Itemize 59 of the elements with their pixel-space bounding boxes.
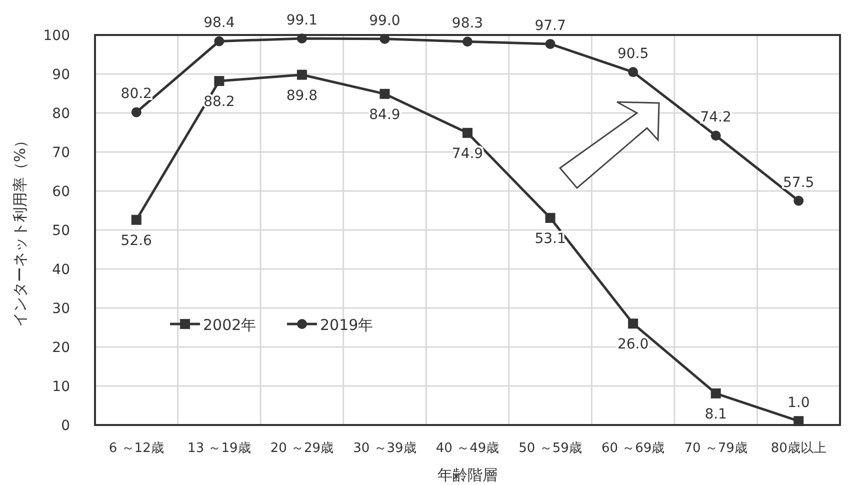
point: [296, 34, 307, 44]
data-label: 89.8: [286, 88, 318, 104]
y-tick-label: 80: [52, 106, 70, 122]
y-axis-title: インターネット利用率（%）: [11, 132, 29, 328]
data-label: 84.9: [369, 106, 400, 123]
point: [462, 128, 472, 138]
y-tick-label: 30: [52, 301, 70, 317]
data-label: 53.1: [534, 230, 566, 247]
data-label: 90.5: [617, 46, 649, 62]
point: [214, 76, 224, 86]
point: [710, 130, 721, 141]
point: [380, 34, 390, 44]
y-tick-label: 20: [52, 340, 70, 356]
x-tick-label: 60 ～69歳: [601, 441, 665, 456]
y-tick-label: 0: [61, 418, 70, 434]
x-tick-label: 20 ～29歳: [270, 441, 334, 456]
data-label: 97.7: [534, 18, 566, 34]
x-tick-label: 40 ～49歳: [436, 441, 500, 456]
point: [710, 388, 721, 398]
data-label: 57.5: [783, 174, 814, 191]
x-tick-label: 70 ～79歳: [684, 441, 748, 456]
point: [794, 416, 804, 426]
point: [131, 214, 142, 225]
data-label: 98.4: [204, 15, 235, 32]
data-label: 52.6: [120, 232, 152, 249]
point: [214, 36, 224, 46]
data-label: 74.9: [452, 146, 484, 162]
y-tick-label: 100: [43, 28, 70, 44]
x-tick-label: 80歳以上: [770, 441, 826, 456]
point: [545, 212, 556, 223]
y-tick-label: 90: [52, 67, 70, 83]
point: [131, 107, 142, 118]
point: [462, 36, 472, 47]
data-label: 8.1: [704, 406, 727, 422]
point: [628, 67, 638, 78]
data-label: 99.1: [286, 12, 318, 29]
point: [380, 88, 390, 99]
x-tick-label: 50 ～59歳: [518, 441, 582, 456]
point: [296, 70, 307, 80]
data-label: 74.2: [700, 110, 732, 126]
point: [794, 196, 804, 206]
point: [628, 318, 638, 329]
x-tick-label: 30 ～39歳: [353, 441, 416, 456]
x-tick-label: 6 ～12歳: [108, 441, 164, 456]
x-axis-title: 年齢階層: [438, 466, 498, 484]
data-label: 1.0: [787, 395, 810, 412]
point: [545, 38, 556, 49]
y-tick-label: 40: [52, 262, 70, 278]
y-tick-label: 10: [52, 379, 70, 395]
y-tick-label: 70: [52, 145, 70, 161]
data-label: 80.2: [120, 86, 152, 102]
legend-label: 2019年: [320, 316, 374, 334]
data-label: 26.0: [617, 336, 649, 353]
x-tick-label: 13 ～19歳: [188, 441, 251, 456]
data-label: 98.3: [452, 16, 484, 32]
y-tick-label: 50: [52, 223, 70, 239]
y-tick-label: 60: [52, 184, 70, 200]
data-label: 99.0: [369, 12, 400, 29]
legend-label: 2002年: [203, 316, 256, 334]
